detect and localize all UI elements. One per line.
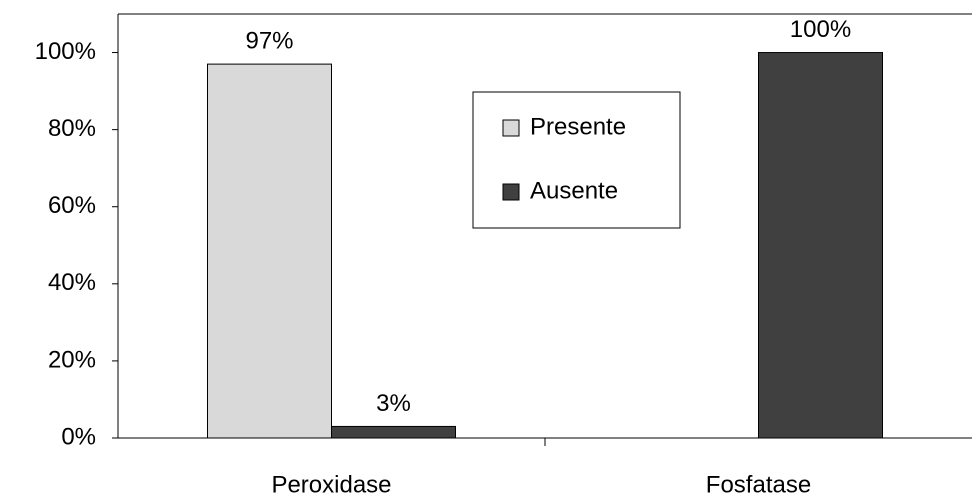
y-tick-label: 20% (48, 346, 96, 373)
y-tick-label: 60% (48, 192, 96, 219)
x-tick-label: Fosfatase (706, 471, 811, 498)
y-tick-label: 0% (61, 423, 96, 450)
y-tick-label: 80% (48, 115, 96, 142)
y-tick-label: 40% (48, 269, 96, 296)
legend-label: Presente (530, 113, 626, 140)
bar (758, 52, 883, 439)
legend-box (472, 91, 681, 229)
x-tick-label: Peroxidase (271, 471, 391, 498)
data-label: 3% (376, 390, 411, 417)
legend-swatch (502, 183, 520, 201)
data-label: 100% (790, 16, 851, 43)
bar (331, 425, 456, 439)
bar (207, 63, 332, 439)
y-tick-label: 100% (35, 38, 96, 65)
legend-swatch (502, 119, 520, 137)
data-label: 97% (245, 27, 293, 54)
legend-label: Ausente (530, 177, 618, 204)
